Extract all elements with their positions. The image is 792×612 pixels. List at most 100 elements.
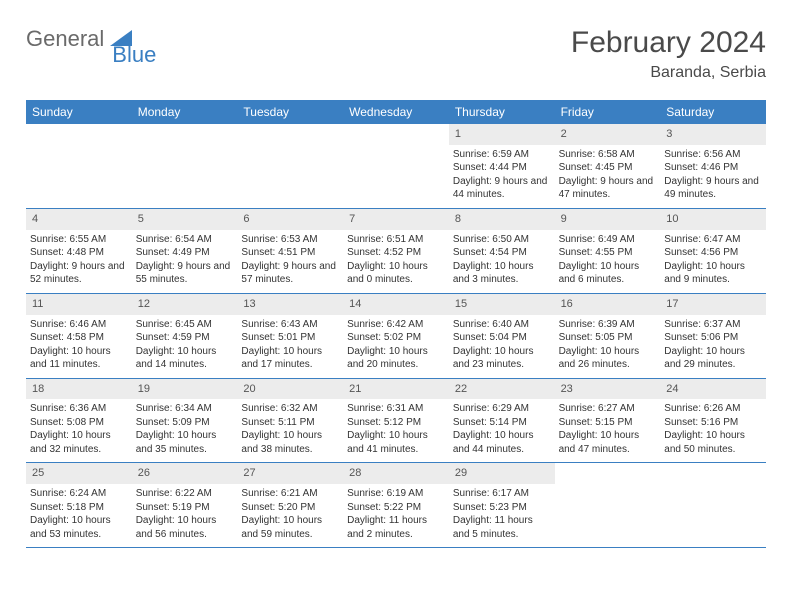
sunset-line: Sunset: 5:23 PM	[453, 501, 551, 515]
day-number: 10	[660, 209, 766, 230]
sunrise-line: Sunrise: 6:39 AM	[559, 318, 657, 332]
sunset-line: Sunset: 5:08 PM	[30, 416, 128, 430]
day-number: 19	[132, 379, 238, 400]
day-cell: 4Sunrise: 6:55 AMSunset: 4:48 PMDaylight…	[26, 209, 132, 293]
daylight-line: Daylight: 10 hours and 23 minutes.	[453, 345, 551, 372]
sunset-line: Sunset: 4:45 PM	[559, 161, 657, 175]
day-cell: 1Sunrise: 6:59 AMSunset: 4:44 PMDaylight…	[449, 124, 555, 208]
sunset-line: Sunset: 4:59 PM	[136, 331, 234, 345]
day-cell: 15Sunrise: 6:40 AMSunset: 5:04 PMDayligh…	[449, 294, 555, 378]
week-row: 11Sunrise: 6:46 AMSunset: 4:58 PMDayligh…	[26, 294, 766, 379]
day-cell: 27Sunrise: 6:21 AMSunset: 5:20 PMDayligh…	[237, 463, 343, 547]
sunrise-line: Sunrise: 6:32 AM	[241, 402, 339, 416]
sunrise-line: Sunrise: 6:24 AM	[30, 487, 128, 501]
sunset-line: Sunset: 4:51 PM	[241, 246, 339, 260]
day-cell: 18Sunrise: 6:36 AMSunset: 5:08 PMDayligh…	[26, 379, 132, 463]
daylight-line: Daylight: 10 hours and 20 minutes.	[347, 345, 445, 372]
logo-text-general: General	[26, 26, 104, 52]
daylight-line: Daylight: 10 hours and 47 minutes.	[559, 429, 657, 456]
day-cell: 21Sunrise: 6:31 AMSunset: 5:12 PMDayligh…	[343, 379, 449, 463]
week-row: 4Sunrise: 6:55 AMSunset: 4:48 PMDaylight…	[26, 209, 766, 294]
sunset-line: Sunset: 4:54 PM	[453, 246, 551, 260]
day-number: 3	[660, 124, 766, 145]
week-row: 1Sunrise: 6:59 AMSunset: 4:44 PMDaylight…	[26, 124, 766, 209]
day-number: 27	[237, 463, 343, 484]
sunrise-line: Sunrise: 6:49 AM	[559, 233, 657, 247]
day-number: 4	[26, 209, 132, 230]
day-number: 28	[343, 463, 449, 484]
sunset-line: Sunset: 5:14 PM	[453, 416, 551, 430]
daylight-line: Daylight: 10 hours and 6 minutes.	[559, 260, 657, 287]
daylight-line: Daylight: 10 hours and 56 minutes.	[136, 514, 234, 541]
day-cell: 13Sunrise: 6:43 AMSunset: 5:01 PMDayligh…	[237, 294, 343, 378]
day-number: 8	[449, 209, 555, 230]
day-number	[237, 124, 343, 145]
day-cell: 6Sunrise: 6:53 AMSunset: 4:51 PMDaylight…	[237, 209, 343, 293]
sunset-line: Sunset: 5:19 PM	[136, 501, 234, 515]
sunrise-line: Sunrise: 6:19 AM	[347, 487, 445, 501]
day-header-cell: Tuesday	[237, 100, 343, 124]
day-cell: 19Sunrise: 6:34 AMSunset: 5:09 PMDayligh…	[132, 379, 238, 463]
daylight-line: Daylight: 10 hours and 53 minutes.	[30, 514, 128, 541]
day-number: 5	[132, 209, 238, 230]
day-cell: 23Sunrise: 6:27 AMSunset: 5:15 PMDayligh…	[555, 379, 661, 463]
daylight-line: Daylight: 10 hours and 41 minutes.	[347, 429, 445, 456]
daylight-line: Daylight: 10 hours and 0 minutes.	[347, 260, 445, 287]
sunrise-line: Sunrise: 6:55 AM	[30, 233, 128, 247]
header: General Blue February 2024 Baranda, Serb…	[26, 26, 766, 82]
day-cell: 20Sunrise: 6:32 AMSunset: 5:11 PMDayligh…	[237, 379, 343, 463]
day-number: 18	[26, 379, 132, 400]
day-cell	[343, 124, 449, 208]
daylight-line: Daylight: 9 hours and 57 minutes.	[241, 260, 339, 287]
sunrise-line: Sunrise: 6:36 AM	[30, 402, 128, 416]
sunrise-line: Sunrise: 6:56 AM	[664, 148, 762, 162]
daylight-line: Daylight: 11 hours and 2 minutes.	[347, 514, 445, 541]
day-header-cell: Monday	[132, 100, 238, 124]
day-number: 6	[237, 209, 343, 230]
month-title: February 2024	[571, 26, 766, 60]
sunrise-line: Sunrise: 6:42 AM	[347, 318, 445, 332]
daylight-line: Daylight: 10 hours and 9 minutes.	[664, 260, 762, 287]
sunrise-line: Sunrise: 6:58 AM	[559, 148, 657, 162]
daylight-line: Daylight: 9 hours and 49 minutes.	[664, 175, 762, 202]
day-number: 2	[555, 124, 661, 145]
day-header-cell: Friday	[555, 100, 661, 124]
day-cell: 11Sunrise: 6:46 AMSunset: 4:58 PMDayligh…	[26, 294, 132, 378]
sunset-line: Sunset: 5:02 PM	[347, 331, 445, 345]
sunrise-line: Sunrise: 6:22 AM	[136, 487, 234, 501]
sunset-line: Sunset: 4:52 PM	[347, 246, 445, 260]
daylight-line: Daylight: 10 hours and 35 minutes.	[136, 429, 234, 456]
day-number: 24	[660, 379, 766, 400]
day-number: 20	[237, 379, 343, 400]
day-number: 13	[237, 294, 343, 315]
sunset-line: Sunset: 5:20 PM	[241, 501, 339, 515]
sunrise-line: Sunrise: 6:27 AM	[559, 402, 657, 416]
sunset-line: Sunset: 4:49 PM	[136, 246, 234, 260]
logo: General Blue	[26, 26, 156, 52]
sunrise-line: Sunrise: 6:31 AM	[347, 402, 445, 416]
day-number: 26	[132, 463, 238, 484]
sunset-line: Sunset: 4:58 PM	[30, 331, 128, 345]
sunrise-line: Sunrise: 6:59 AM	[453, 148, 551, 162]
sunset-line: Sunset: 4:55 PM	[559, 246, 657, 260]
sunset-line: Sunset: 5:15 PM	[559, 416, 657, 430]
sunrise-line: Sunrise: 6:29 AM	[453, 402, 551, 416]
sunrise-line: Sunrise: 6:46 AM	[30, 318, 128, 332]
day-header-cell: Thursday	[449, 100, 555, 124]
day-number: 12	[132, 294, 238, 315]
day-cell: 9Sunrise: 6:49 AMSunset: 4:55 PMDaylight…	[555, 209, 661, 293]
sunrise-line: Sunrise: 6:26 AM	[664, 402, 762, 416]
sunrise-line: Sunrise: 6:50 AM	[453, 233, 551, 247]
sunrise-line: Sunrise: 6:34 AM	[136, 402, 234, 416]
day-number: 17	[660, 294, 766, 315]
day-number: 16	[555, 294, 661, 315]
day-cell	[132, 124, 238, 208]
sunrise-line: Sunrise: 6:51 AM	[347, 233, 445, 247]
sunset-line: Sunset: 5:06 PM	[664, 331, 762, 345]
calendar: SundayMondayTuesdayWednesdayThursdayFrid…	[26, 100, 766, 548]
day-cell	[26, 124, 132, 208]
day-number: 15	[449, 294, 555, 315]
day-number: 1	[449, 124, 555, 145]
day-cell: 26 Sunrise: 6:22 AMSunset: 5:19 PMDayligh…	[132, 463, 238, 547]
day-cell: 28Sunrise: 6:19 AMSunset: 5:22 PMDayligh…	[343, 463, 449, 547]
